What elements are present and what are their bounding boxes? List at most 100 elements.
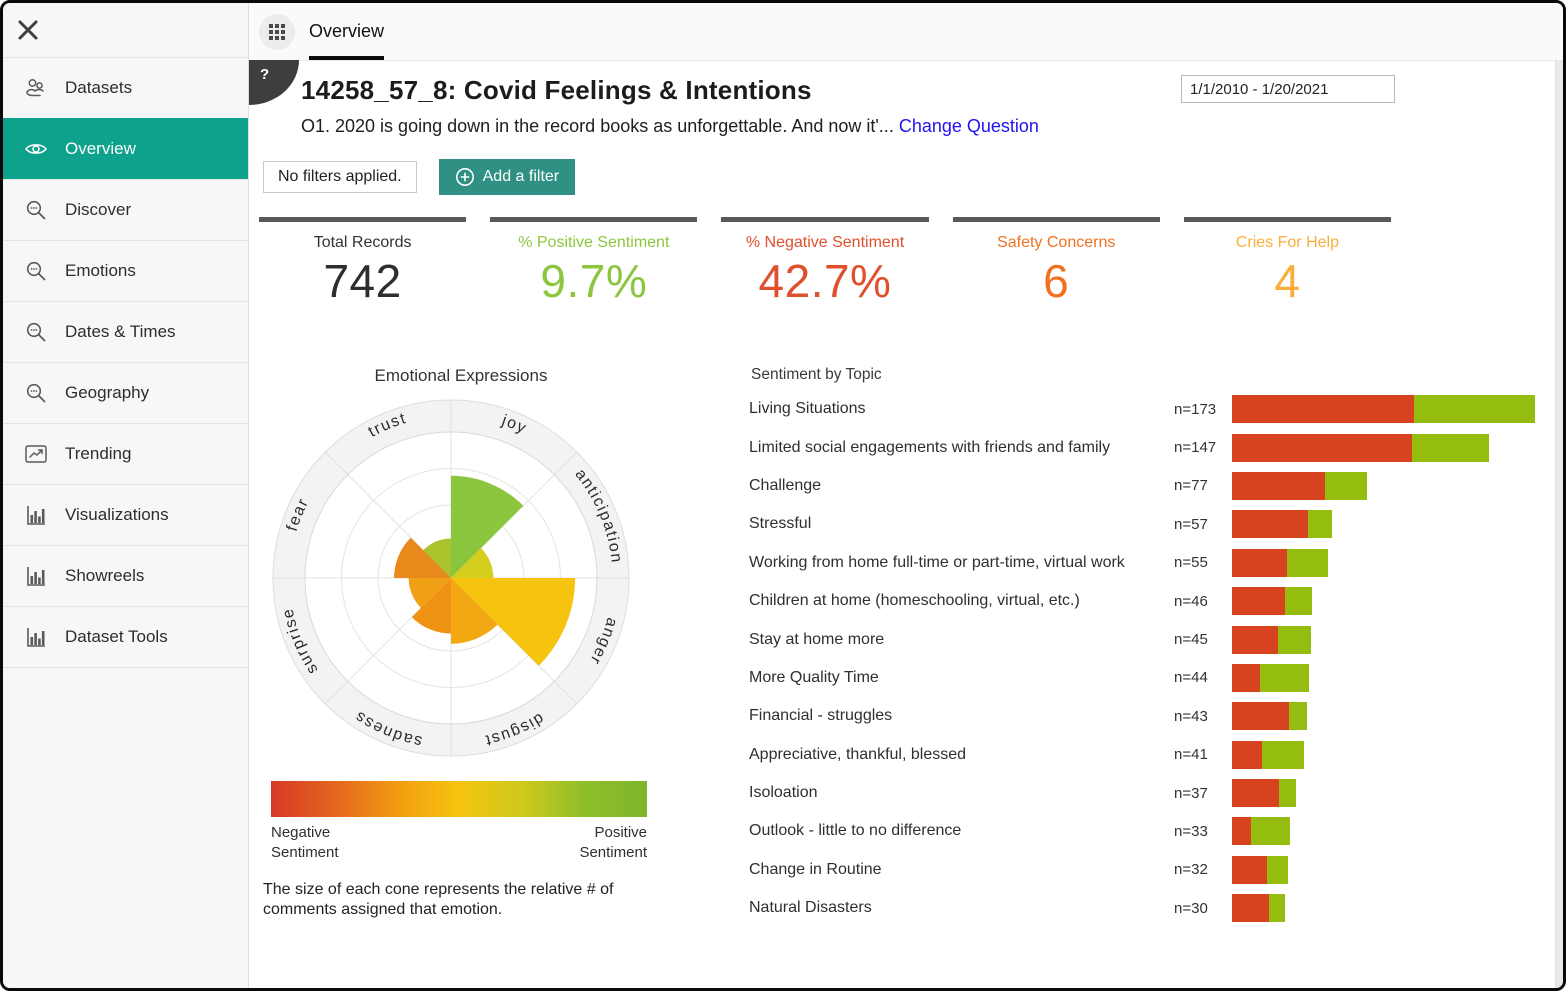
bar-chart-icon (23, 563, 49, 589)
rose-wedge-disgust[interactable] (451, 578, 498, 644)
rose-wedge-fear[interactable] (394, 537, 451, 578)
topic-row: Isoloation n=37 (749, 774, 1563, 812)
rose-wedge-trust[interactable] (423, 538, 451, 578)
topic-sentiment-bar[interactable] (1232, 395, 1535, 424)
topic-count: n=41 (1174, 746, 1208, 764)
positive-segment (1278, 625, 1311, 654)
topic-sentiment-bar[interactable] (1232, 740, 1304, 769)
sidebar-item-showreels[interactable]: Showreels (3, 545, 248, 606)
filter-status: No filters applied. (263, 161, 417, 193)
topic-count: n=77 (1174, 477, 1208, 495)
topic-label: Limited social engagements with friends … (749, 438, 1111, 456)
sidebar-item-label: Geography (65, 383, 150, 402)
sidebar-item-trending[interactable]: Trending (3, 423, 248, 484)
sidebar-item-label: Showreels (65, 566, 145, 585)
bar-chart-icon (23, 624, 49, 650)
question-subtitle: O1. 2020 is going down in the record boo… (301, 116, 1543, 137)
sidebar-item-emotions[interactable]: Emotions (3, 240, 248, 301)
eye-icon (23, 136, 49, 162)
sidebar-item-dataset-tools[interactable]: Dataset Tools (3, 606, 248, 668)
apps-grid-icon[interactable] (259, 13, 295, 50)
topics-chart: Living Situations n=173 Limited social eng… (749, 390, 1563, 927)
sidebar-item-overview[interactable]: Overview (3, 118, 248, 179)
kpi-value: 42.7% (758, 255, 892, 307)
sidebar-item-geography[interactable]: Geography (3, 362, 248, 423)
positive-segment (1267, 855, 1288, 884)
topic-row: Outlook - little to no difference n=33 (749, 812, 1563, 850)
rose-chart: joy anticipation anger disgust sadness surpri… (261, 388, 661, 773)
kpi-label: Total Records (313, 234, 412, 251)
negative-segment (1232, 663, 1260, 692)
sidebar-item-discover[interactable]: Discover (3, 179, 248, 240)
negative-segment (1232, 510, 1308, 539)
tab-overview[interactable]: Overview (309, 3, 385, 60)
topic-row: Limited social engagements with friends … (749, 428, 1563, 466)
kpi-top-bar (259, 217, 467, 222)
kpi-label: % Positive Sentiment (518, 234, 670, 251)
rose-chart-caption: The size of each cone represents the rel… (263, 880, 614, 919)
rose-chart-svg: joyanticipationangerdisgustsadnesssurpri… (272, 399, 630, 757)
date-range-input[interactable] (1181, 75, 1395, 103)
topics-chart-title: Sentiment by Topic (751, 366, 882, 383)
negative-segment (1232, 894, 1269, 923)
rose-wedge-anger[interactable] (451, 578, 576, 666)
sidebar-item-dates-times[interactable]: Dates & Times (3, 301, 248, 362)
topic-sentiment-bar[interactable] (1232, 625, 1311, 654)
change-question-link[interactable]: Change Question (898, 116, 1039, 136)
sentiment-gradient-legend (271, 781, 647, 817)
topic-row: Stressful n=57 (749, 505, 1563, 543)
plus-circle-icon (455, 168, 474, 186)
tab-overview-label: Overview (309, 21, 385, 41)
add-filter-label: Add a filter (482, 168, 560, 185)
topic-sentiment-bar[interactable] (1232, 894, 1285, 923)
sidebar-item-label: Emotions (65, 261, 136, 280)
kpi-card-total-records: Total Records 742 (259, 217, 467, 308)
topic-sentiment-bar[interactable] (1232, 433, 1489, 462)
legend-negative-label: Negative Sentiment (271, 824, 339, 862)
close-icon[interactable] (15, 17, 41, 43)
rose-wedge-joy[interactable] (451, 475, 524, 578)
help-badge[interactable]: ? (249, 60, 299, 105)
rose-wedge-sadness[interactable] (411, 578, 451, 634)
topic-sentiment-bar[interactable] (1232, 510, 1332, 539)
topic-sentiment-bar[interactable] (1232, 548, 1328, 577)
topic-row: Living Situations n=173 (749, 390, 1563, 428)
rose-wedge-anticipation[interactable] (451, 548, 494, 578)
tab-bar: Overview (249, 3, 1563, 61)
topic-sentiment-bar[interactable] (1232, 702, 1307, 731)
topic-sentiment-bar[interactable] (1232, 817, 1290, 846)
topic-row: More Quality Time n=44 (749, 659, 1563, 697)
negative-segment (1232, 548, 1287, 577)
trending-icon (23, 441, 49, 467)
topic-count: n=55 (1174, 554, 1208, 572)
sidebar: Datasets Overview Discover Emotions Dates & … (3, 3, 249, 988)
magnifier-icon (23, 197, 49, 223)
negative-segment (1232, 855, 1267, 884)
topic-count: n=45 (1174, 631, 1208, 649)
add-filter-button[interactable]: Add a filter (438, 159, 576, 195)
topic-count: n=147 (1174, 439, 1217, 457)
positive-segment (1414, 395, 1535, 424)
topic-sentiment-bar[interactable] (1232, 663, 1309, 692)
sidebar-item-datasets[interactable]: Datasets (3, 57, 248, 118)
topic-count: n=43 (1174, 707, 1208, 725)
kpi-card--negative-sentiment: % Negative Sentiment 42.7% (721, 217, 929, 308)
topic-sentiment-bar[interactable] (1232, 471, 1367, 500)
positive-segment (1285, 587, 1312, 616)
rose-wedge-surprise[interactable] (408, 578, 451, 608)
kpi-value: 9.7% (540, 255, 648, 307)
negative-segment (1232, 779, 1279, 808)
topic-sentiment-bar[interactable] (1232, 779, 1296, 808)
vertical-scrollbar[interactable] (1555, 60, 1563, 988)
kpi-label: Safety Concerns (997, 234, 1116, 251)
topic-sentiment-bar[interactable] (1232, 587, 1312, 616)
sidebar-item-visualizations[interactable]: Visualizations (3, 484, 248, 545)
topic-sentiment-bar[interactable] (1232, 855, 1288, 884)
help-badge-label: ? (260, 66, 270, 83)
tab-active-indicator (309, 56, 385, 60)
negative-segment (1232, 625, 1278, 654)
topic-label: Living Situations (749, 400, 866, 418)
datasets-icon (23, 75, 49, 101)
topic-row: Appreciative, thankful, blessed n=41 (749, 736, 1563, 774)
